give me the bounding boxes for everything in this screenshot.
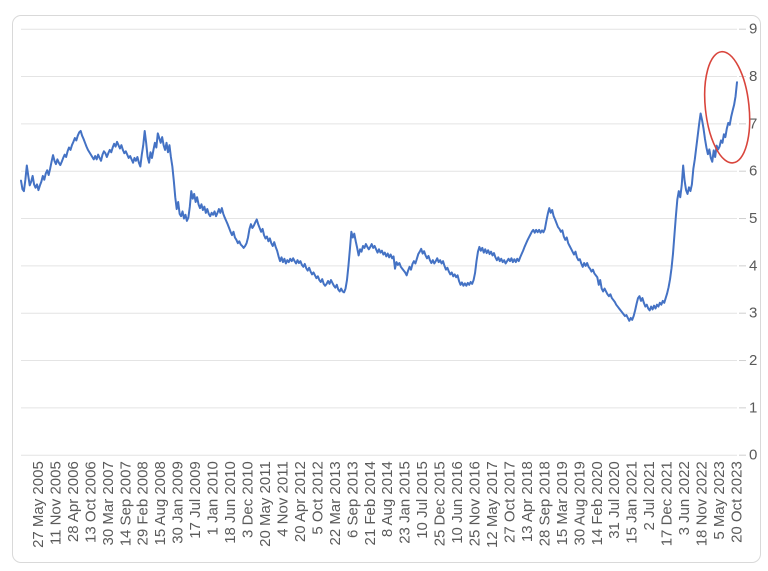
- x-axis-label: 20 Oct 2023: [729, 461, 746, 543]
- chart-frame: [12, 15, 761, 563]
- highlight-ellipse: [703, 50, 751, 164]
- x-axis-label: 5 Oct 2012: [309, 461, 326, 534]
- x-axis-label: 2 Jul 2021: [641, 461, 658, 530]
- y-axis-label: 8: [749, 68, 757, 85]
- y-axis-label: 1: [749, 399, 757, 416]
- x-axis-label: 25 Dec 2015: [432, 461, 449, 546]
- x-axis-label: 1 Jan 2010: [205, 461, 222, 535]
- x-axis-label: 18 Nov 2022: [694, 461, 711, 546]
- x-axis-label: 23 Jan 2015: [397, 461, 414, 544]
- x-axis-label: 13 Apr 2018: [519, 461, 536, 542]
- x-axis-label: 8 Aug 2014: [379, 461, 396, 537]
- x-axis-label: 29 Feb 2008: [135, 461, 152, 545]
- x-axis-label: 18 Jun 2010: [222, 461, 239, 544]
- x-axis-label: 12 May 2017: [484, 461, 501, 548]
- x-axis-label: 10 Jul 2015: [414, 461, 431, 539]
- x-axis-label: 25 Nov 2016: [467, 461, 484, 546]
- gridlines-group: [21, 28, 737, 456]
- y-axis-labels-group: 0 1 2 3 4 5 6 7 8 9: [749, 21, 757, 464]
- x-axis-label: 30 Aug 2019: [571, 461, 588, 545]
- x-axis-label: 10 Jun 2016: [449, 461, 466, 544]
- x-axis-labels-group: 27 May 2005 11 Nov 2005 28 Apr 2006 13 Oct …: [30, 461, 746, 548]
- x-axis-label: 17 Dec 2021: [659, 461, 676, 546]
- x-axis-label: 20 May 2011: [257, 461, 274, 547]
- x-axis-label: 5 May 2023: [711, 461, 728, 539]
- x-axis-label: 31 Jul 2020: [606, 461, 623, 539]
- x-axis-label: 6 Sep 2013: [344, 461, 361, 538]
- x-axis-label: 15 Jan 2021: [624, 461, 641, 544]
- series-line: [20, 81, 738, 322]
- x-axis-label: 21 Feb 2014: [362, 461, 379, 545]
- annotation-group: [703, 50, 751, 164]
- y-axis-label: 6: [749, 163, 757, 180]
- x-axis-label: 3 Dec 2010: [240, 461, 257, 538]
- x-axis-label: 30 Jan 2009: [170, 461, 187, 544]
- y-axis-label: 4: [749, 257, 757, 274]
- x-axis-label: 14 Sep 2007: [117, 461, 134, 546]
- y-axis-label: 9: [749, 21, 757, 38]
- x-axis-label: 17 Jul 2009: [187, 461, 204, 539]
- x-axis-label: 4 Nov 2011: [274, 461, 291, 537]
- x-axis-label: 3 Jun 2022: [676, 461, 693, 535]
- x-axis-label: 13 Oct 2006: [82, 461, 99, 543]
- x-axis-label: 28 Sep 2018: [536, 461, 553, 546]
- x-axis-label: 28 Apr 2006: [65, 461, 82, 542]
- y-axis-label: 5: [749, 210, 757, 227]
- y-axis-label: 3: [749, 305, 757, 322]
- x-axis-label: 20 Apr 2012: [292, 461, 309, 542]
- y-axis-ticks-group: [739, 28, 746, 456]
- x-axis-label: 14 Feb 2020: [589, 461, 606, 545]
- y-axis-label: 7: [749, 115, 757, 132]
- y-axis-label: 2: [749, 352, 757, 369]
- series-group: [20, 81, 738, 322]
- x-axis-label: 11 Nov 2005: [47, 461, 64, 545]
- y-axis-label: 0: [749, 447, 757, 464]
- x-axis-label: 30 Mar 2007: [100, 461, 117, 545]
- x-axis-label: 15 Mar 2019: [554, 461, 571, 545]
- x-axis-label: 15 Aug 2008: [152, 461, 169, 545]
- x-axis-label: 22 Mar 2013: [327, 461, 344, 545]
- x-axis-label: 27 May 2005: [30, 461, 47, 548]
- x-axis-label: 27 Oct 2017: [501, 461, 518, 543]
